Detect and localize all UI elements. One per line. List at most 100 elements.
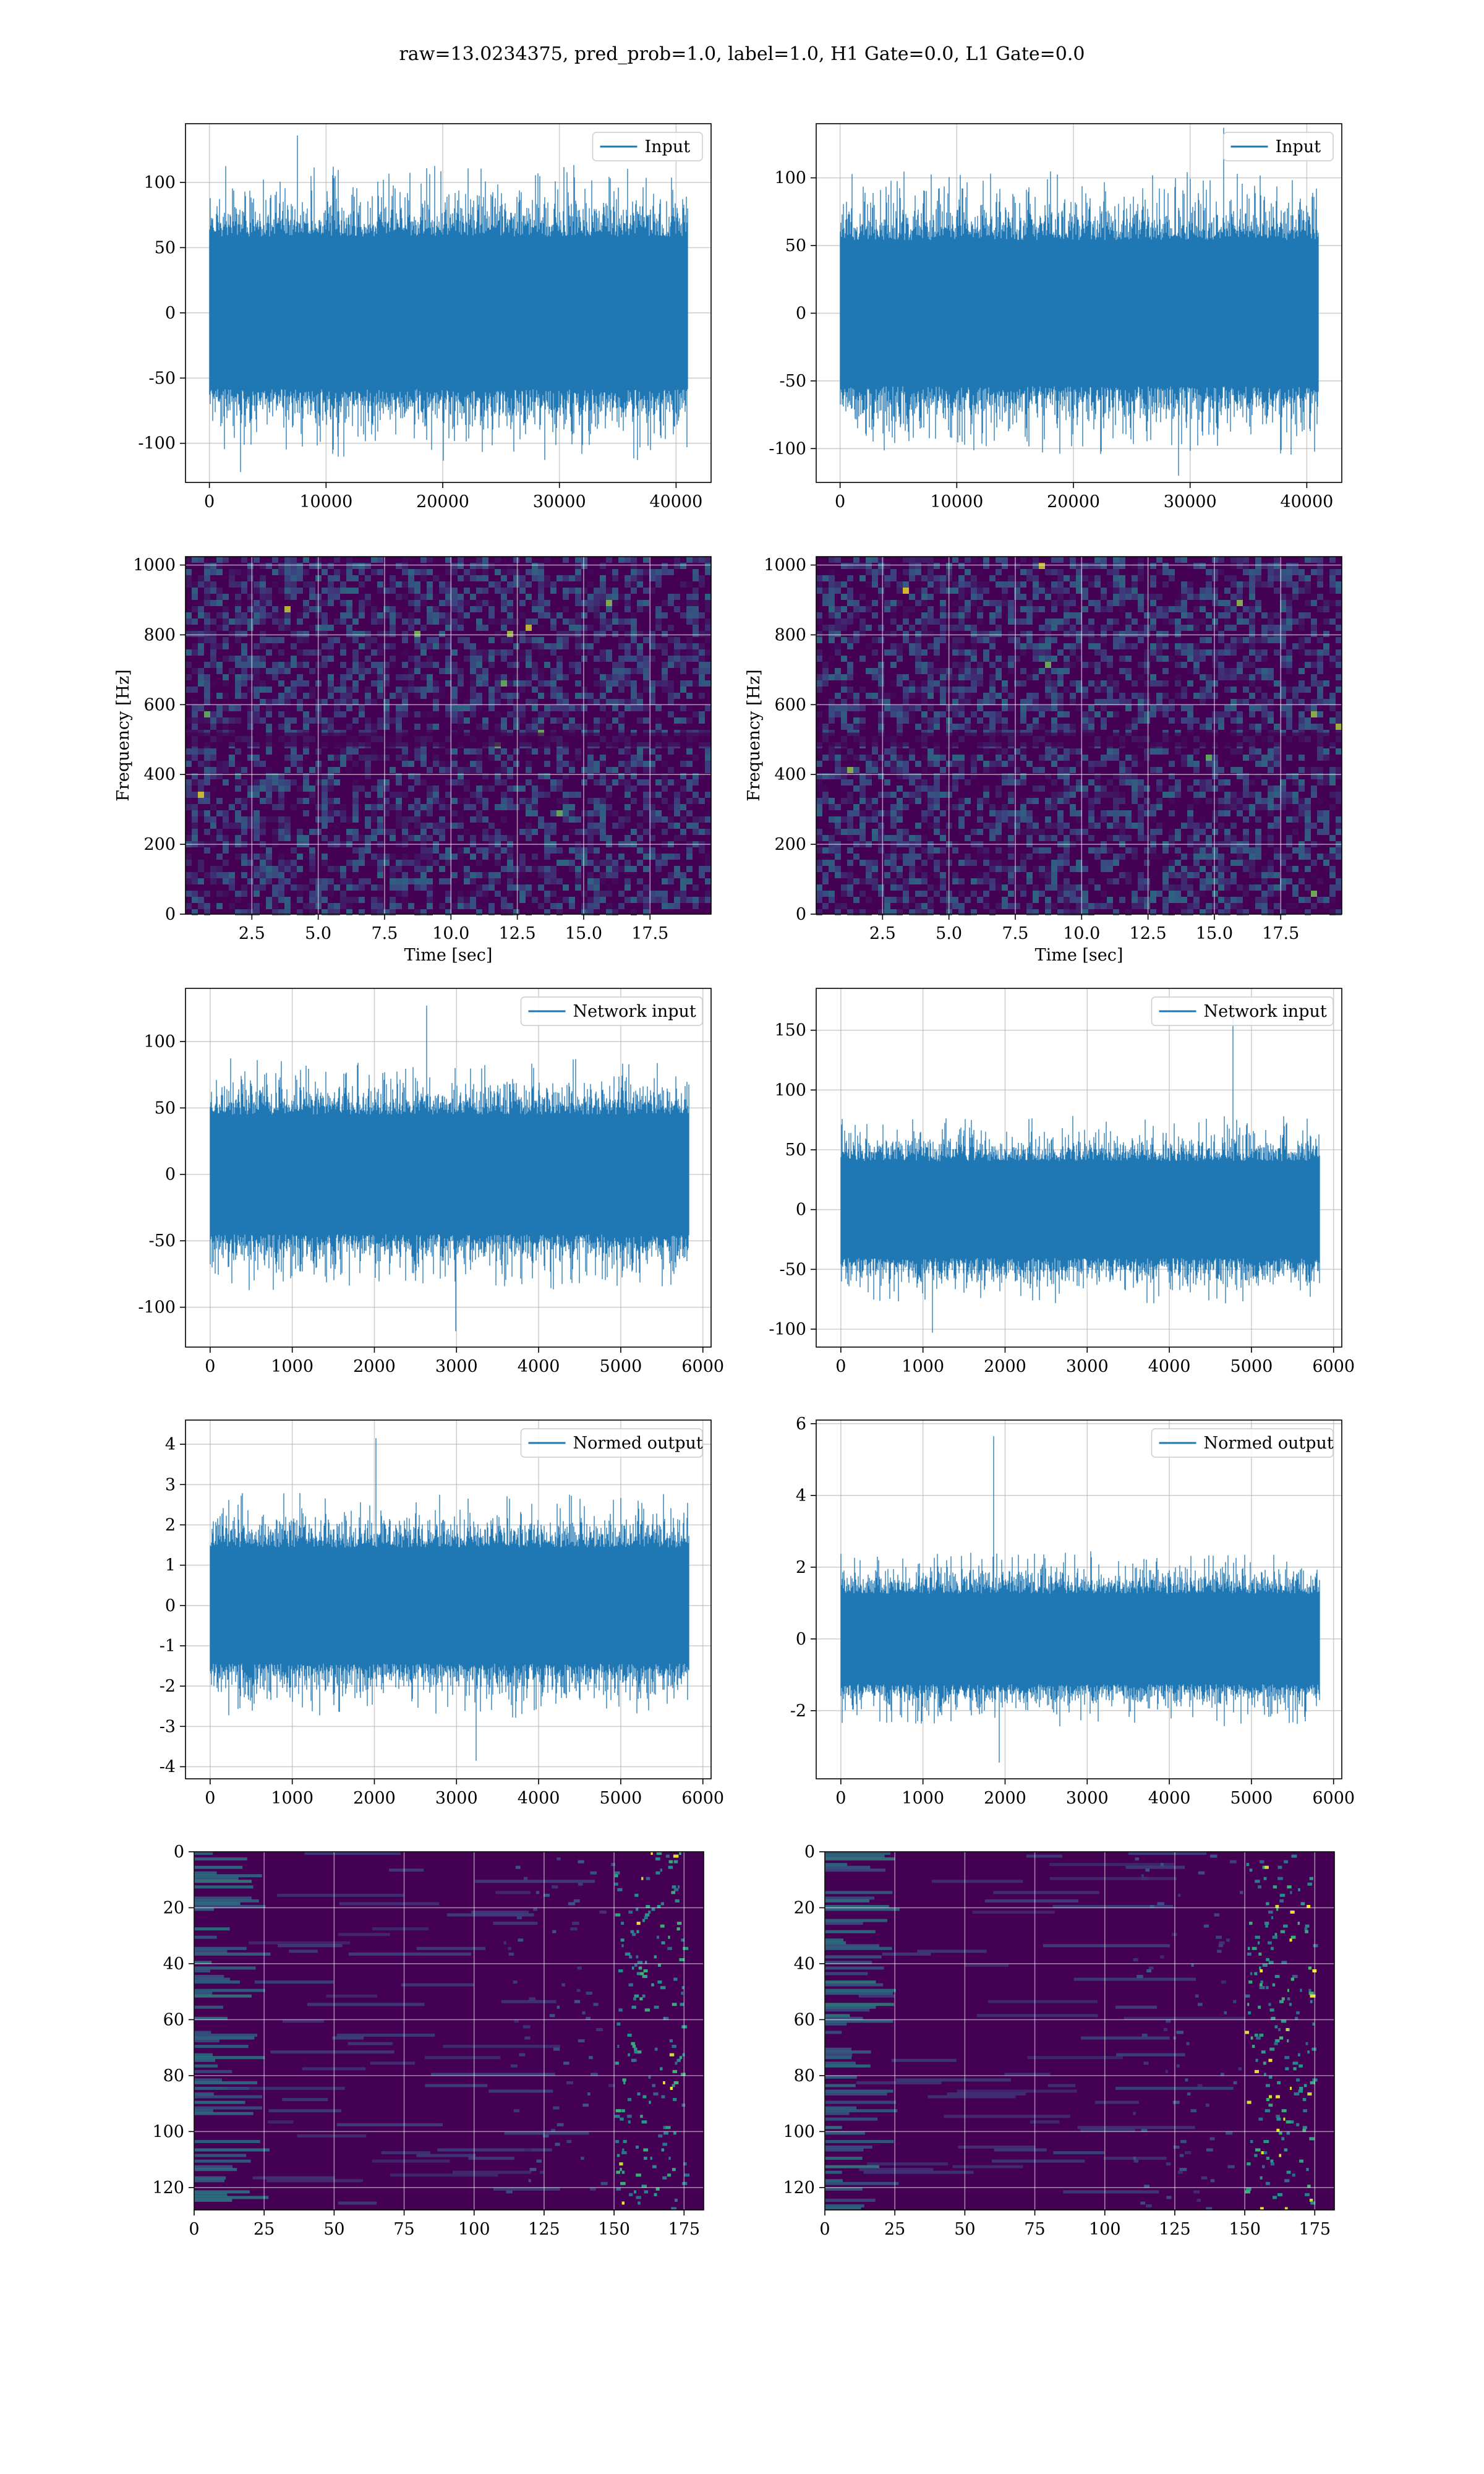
heatmap-cell (1193, 606, 1200, 612)
heatmap-cell (260, 798, 266, 804)
heatmap-cell (940, 687, 946, 693)
heatmap-cell (1311, 785, 1317, 792)
heatmap-cell (495, 693, 501, 699)
heatmap-cell (878, 637, 884, 643)
heatmap-cell (668, 779, 674, 785)
heatmap-cell (977, 612, 983, 618)
heatmap-cell (309, 829, 315, 835)
heatmap-cell (965, 674, 971, 680)
heatmap-cell (532, 829, 538, 835)
heatmap-cell (940, 674, 946, 680)
heatmap-cell (204, 693, 210, 699)
heatmap-cell (476, 891, 482, 897)
heatmap-cell (847, 662, 853, 668)
heatmap-cell (1206, 575, 1212, 581)
heatmap-cell (600, 891, 606, 897)
heatmap-cell (835, 748, 841, 755)
heatmap-cell (1162, 705, 1169, 711)
heatmap-cell (668, 767, 674, 773)
heatmap-cell (1218, 569, 1224, 575)
heatmap-cell (581, 631, 587, 637)
heatmap-cell (1026, 724, 1033, 730)
heatmap-cell (1169, 569, 1175, 575)
heatmap-cell (884, 693, 890, 699)
heatmap-cell (841, 625, 847, 631)
heatmap-cell (1175, 779, 1181, 785)
heatmap-cell (612, 668, 618, 674)
heatmap-cell (1119, 557, 1125, 563)
heatmap-cell (1039, 588, 1045, 594)
heatmap-cell (371, 804, 377, 810)
heatmap-cell (371, 755, 377, 761)
heatmap-cell (1280, 804, 1286, 810)
heatmap-cell (655, 612, 662, 618)
heatmap-cell (921, 767, 927, 773)
heatmap-cell (606, 711, 612, 717)
heatmap-cell (210, 767, 216, 773)
heatmap-cell (482, 854, 488, 860)
heatmap-cell (556, 767, 563, 773)
heatmap-cell (1026, 693, 1033, 699)
heatmap-cell (198, 897, 204, 903)
heatmap-cell (637, 581, 643, 588)
heatmap-cell (903, 755, 909, 761)
heatmap-cell (996, 755, 1002, 761)
heatmap-cell (587, 835, 594, 841)
heatmap-cell (241, 588, 247, 594)
heatmap-cell (198, 575, 204, 581)
heatmap-cell (1132, 581, 1138, 588)
heatmap-cell (927, 693, 934, 699)
heatmap-cell (1255, 792, 1261, 798)
heatmap-cell (334, 804, 340, 810)
x-tick-label: 40000 (1280, 492, 1333, 511)
heatmap-cell (284, 897, 291, 903)
heatmap-cell (402, 792, 408, 798)
heatmap-cell (1020, 717, 1026, 724)
heatmap-cell (1014, 773, 1020, 779)
heatmap-cell (1317, 594, 1323, 600)
heatmap-cell (1329, 792, 1336, 798)
heatmap-cell (1094, 761, 1101, 767)
heatmap-cell (334, 699, 340, 705)
heatmap-cell (303, 637, 309, 643)
heatmap-cell (952, 588, 958, 594)
heatmap-cell (186, 755, 192, 761)
heatmap-cell (433, 761, 439, 767)
heatmap-cell (859, 606, 866, 612)
heatmap-cell (519, 816, 526, 823)
heatmap-cell (451, 680, 458, 687)
heatmap-cell (414, 588, 420, 594)
heatmap-cell (606, 884, 612, 891)
heatmap-cell (1107, 711, 1113, 717)
heatmap-cell (488, 792, 495, 798)
heatmap-cell (989, 687, 996, 693)
heatmap-cell (1156, 612, 1162, 618)
heatmap-cell (365, 724, 371, 730)
heatmap-cell (884, 631, 890, 637)
heatmap-cell (600, 674, 606, 680)
heatmap-cell (1101, 643, 1107, 649)
heatmap-cell (1045, 649, 1051, 656)
heatmap-cell (637, 897, 643, 903)
heatmap-cell (1051, 693, 1057, 699)
heatmap-cell (835, 804, 841, 810)
heatmap-cell (427, 767, 433, 773)
heatmap-cell (216, 767, 223, 773)
heatmap-cell (278, 569, 284, 575)
heatmap-cell (464, 699, 470, 705)
heatmap-cell (1057, 792, 1064, 798)
heatmap-cell (1311, 674, 1317, 680)
heatmap-cell (1088, 767, 1094, 773)
heatmap-cell (1212, 785, 1218, 792)
heatmap-cell (556, 897, 563, 903)
heatmap-cell (1193, 693, 1200, 699)
heatmap-cell (1193, 823, 1200, 829)
heatmap-cell (1057, 569, 1064, 575)
heatmap-cell (662, 612, 668, 618)
heatmap-cell (897, 717, 903, 724)
heatmap-cell (1162, 612, 1169, 618)
heatmap-cell (1119, 643, 1125, 649)
heatmap-cell (359, 785, 365, 792)
heatmap-cell (352, 637, 359, 643)
heatmap-cell (1292, 779, 1298, 785)
